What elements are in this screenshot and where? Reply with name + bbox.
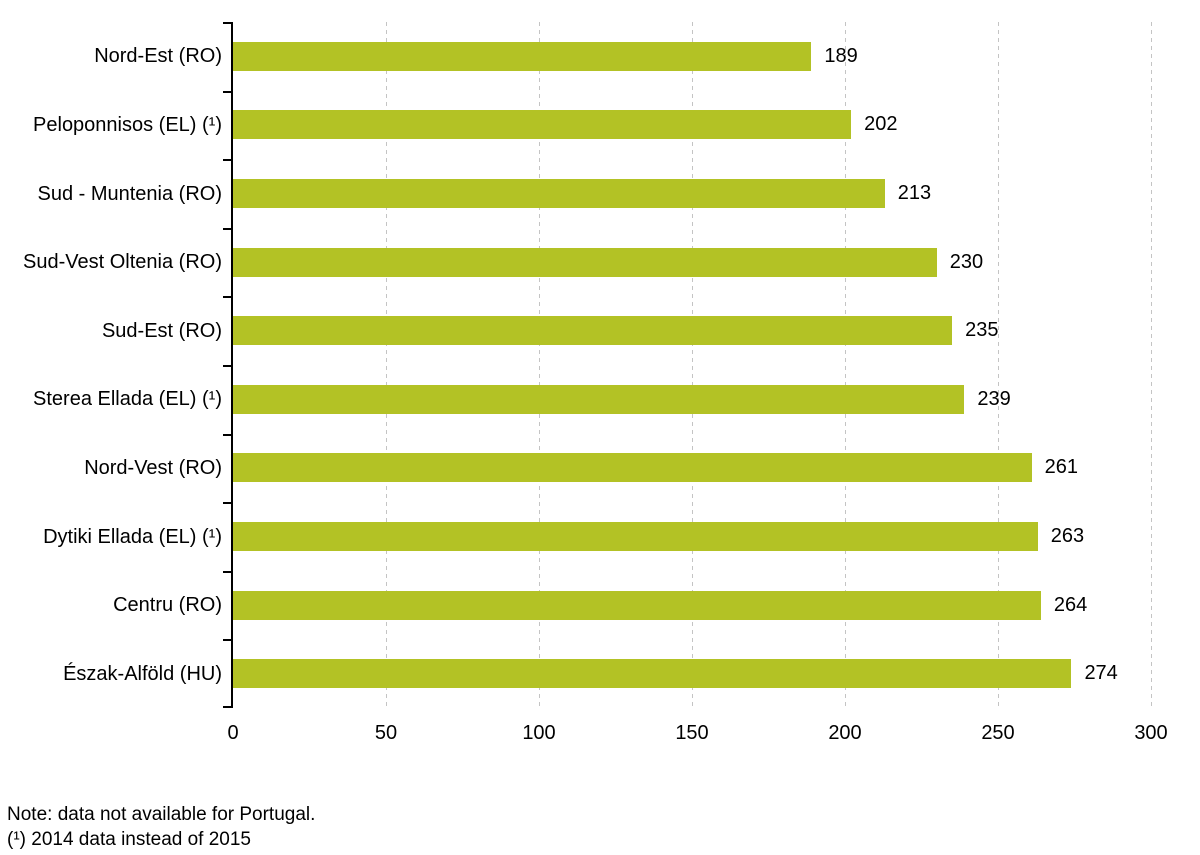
bar-row: 239 xyxy=(233,365,1151,434)
bar-row: 230 xyxy=(233,228,1151,297)
bar-0 xyxy=(233,41,812,71)
y-axis-line xyxy=(231,22,233,708)
bar-5 xyxy=(233,384,965,414)
bar-value-label: 189 xyxy=(824,44,858,67)
bar-row: 202 xyxy=(233,91,1151,160)
footnote: Note: data not available for Portugal. (… xyxy=(7,802,315,852)
x-tick-label-0: 0 xyxy=(227,722,239,744)
category-label: Sud-Vest Oltenia (RO) xyxy=(23,251,222,274)
bar-8 xyxy=(233,590,1041,620)
bar-value-label: 261 xyxy=(1044,456,1079,479)
x-tick-label-150: 150 xyxy=(675,722,709,744)
y-axis-tick xyxy=(223,434,231,436)
category-label: Nord-Vest (RO) xyxy=(84,456,222,479)
category-label: Peloponnisos (EL) (¹) xyxy=(33,113,222,136)
y-axis-tick xyxy=(223,502,231,504)
category-label: Sud - Muntenia (RO) xyxy=(37,182,222,205)
x-tick-label-50: 50 xyxy=(374,722,398,744)
y-axis-tick xyxy=(223,296,231,298)
gridline-100 xyxy=(539,22,540,708)
bar-3 xyxy=(233,247,937,277)
y-axis-tick xyxy=(223,571,231,573)
bar-row: 261 xyxy=(233,434,1151,503)
footnote-line-2: (¹) 2014 data instead of 2015 xyxy=(7,829,252,850)
bar-2 xyxy=(233,178,885,208)
bar-row: 189 xyxy=(233,22,1151,91)
category-label: Dytiki Ellada (EL) (¹) xyxy=(43,525,222,548)
bar-value-label: 239 xyxy=(977,387,1011,410)
x-tick-label-250: 250 xyxy=(981,722,1015,744)
bar-value-label: 264 xyxy=(1053,593,1088,616)
bar-1 xyxy=(233,110,852,140)
category-label: Nord-Est (RO) xyxy=(94,45,222,68)
category-label: Sud-Est (RO) xyxy=(101,319,222,342)
x-tick-label-100: 100 xyxy=(522,722,556,744)
gridline-150 xyxy=(692,22,693,708)
bar-9 xyxy=(233,659,1072,689)
category-label: Észak-Alföld (HU) xyxy=(63,662,222,685)
gridline-50 xyxy=(386,22,387,708)
bar-4 xyxy=(233,316,953,346)
bar-row: 213 xyxy=(233,159,1151,228)
bar-7 xyxy=(233,521,1038,551)
bar-row: 263 xyxy=(233,502,1151,571)
gridline-250 xyxy=(998,22,999,708)
y-axis-tick xyxy=(223,22,231,24)
x-tick-label-300: 300 xyxy=(1134,722,1168,744)
bar-value-label: 213 xyxy=(897,181,932,204)
gridline-200 xyxy=(845,22,846,708)
bar-row: 264 xyxy=(233,571,1151,640)
y-axis-tick xyxy=(223,228,231,230)
bar-value-label: 230 xyxy=(949,250,984,273)
y-axis-tick xyxy=(223,159,231,161)
y-axis-tick xyxy=(223,365,231,367)
bar-value-label: 202 xyxy=(864,113,898,136)
y-axis-tick xyxy=(223,706,231,708)
category-label: Sterea Ellada (EL) (¹) xyxy=(33,388,222,411)
gridline-300 xyxy=(1151,22,1152,708)
plot-area: 189 202 213 230 235 239 261 263 264 274 xyxy=(223,22,1152,708)
bar-value-label: 274 xyxy=(1084,662,1118,685)
y-axis-tick xyxy=(223,91,231,93)
bar-6 xyxy=(233,453,1032,483)
category-label: Centru (RO) xyxy=(113,594,222,617)
footnote-line-1: Note: data not available for Portugal. xyxy=(7,804,316,825)
y-axis-tick xyxy=(223,639,231,641)
bar-row: 235 xyxy=(233,296,1151,365)
x-tick-label-200: 200 xyxy=(828,722,862,744)
bar-value-label: 263 xyxy=(1050,524,1085,547)
bar-row: 274 xyxy=(233,639,1151,708)
bar-value-label: 235 xyxy=(965,319,999,342)
